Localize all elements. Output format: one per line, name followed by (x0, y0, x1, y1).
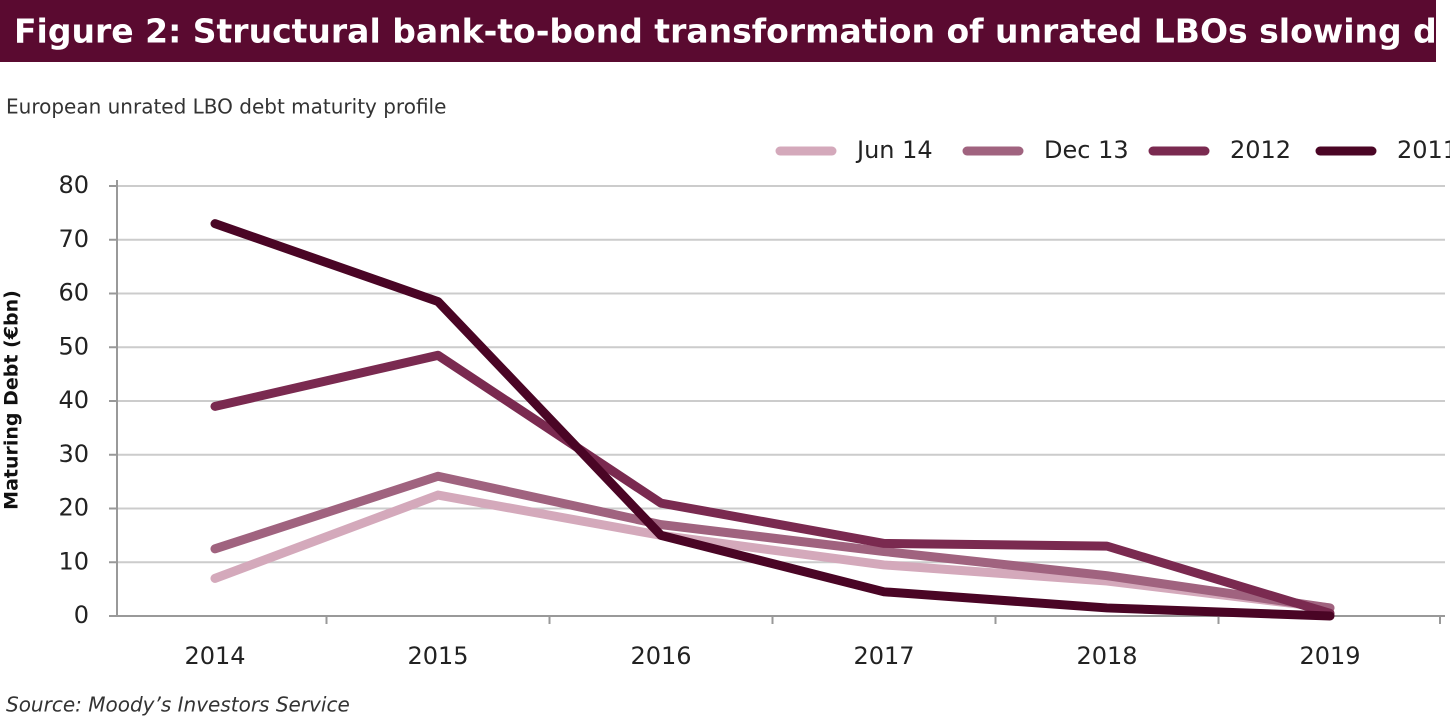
y-tick-label: 0 (74, 601, 89, 629)
y-axis-label: Maturing Debt (€bn) (1, 290, 23, 510)
legend-label: 2012 (1230, 136, 1291, 164)
y-tick-label: 40 (58, 386, 89, 414)
title-bar (0, 0, 1436, 62)
x-tick-label: 2017 (853, 642, 914, 670)
y-tick-label: 70 (58, 225, 89, 253)
chart-title: Figure 2: Structural bank-to-bond transf… (14, 12, 1450, 51)
series-line (210, 471, 1335, 613)
y-tick-label: 60 (58, 279, 89, 307)
x-tick-label: 2016 (630, 642, 691, 670)
legend-label: 2011 (1397, 136, 1450, 164)
x-tick-label: 2019 (1299, 642, 1360, 670)
x-tick-label: 2014 (184, 642, 245, 670)
y-tick-label: 10 (58, 547, 89, 575)
subtitle: European unrated LBO debt maturity profi… (6, 95, 446, 119)
legend-label: Jun 14 (855, 136, 933, 164)
y-tick-label: 30 (58, 440, 89, 468)
y-tick-label: 50 (58, 332, 89, 360)
source: Source: Moody’s Investors Service (6, 693, 350, 717)
x-tick-label: 2015 (407, 642, 468, 670)
series-line (210, 219, 1335, 621)
series-line (210, 350, 1335, 618)
legend-label: Dec 13 (1044, 136, 1129, 164)
y-tick-label: 80 (58, 171, 89, 199)
series-line (210, 490, 1335, 613)
x-tick-label: 2018 (1076, 642, 1137, 670)
y-tick-label: 20 (58, 494, 89, 522)
